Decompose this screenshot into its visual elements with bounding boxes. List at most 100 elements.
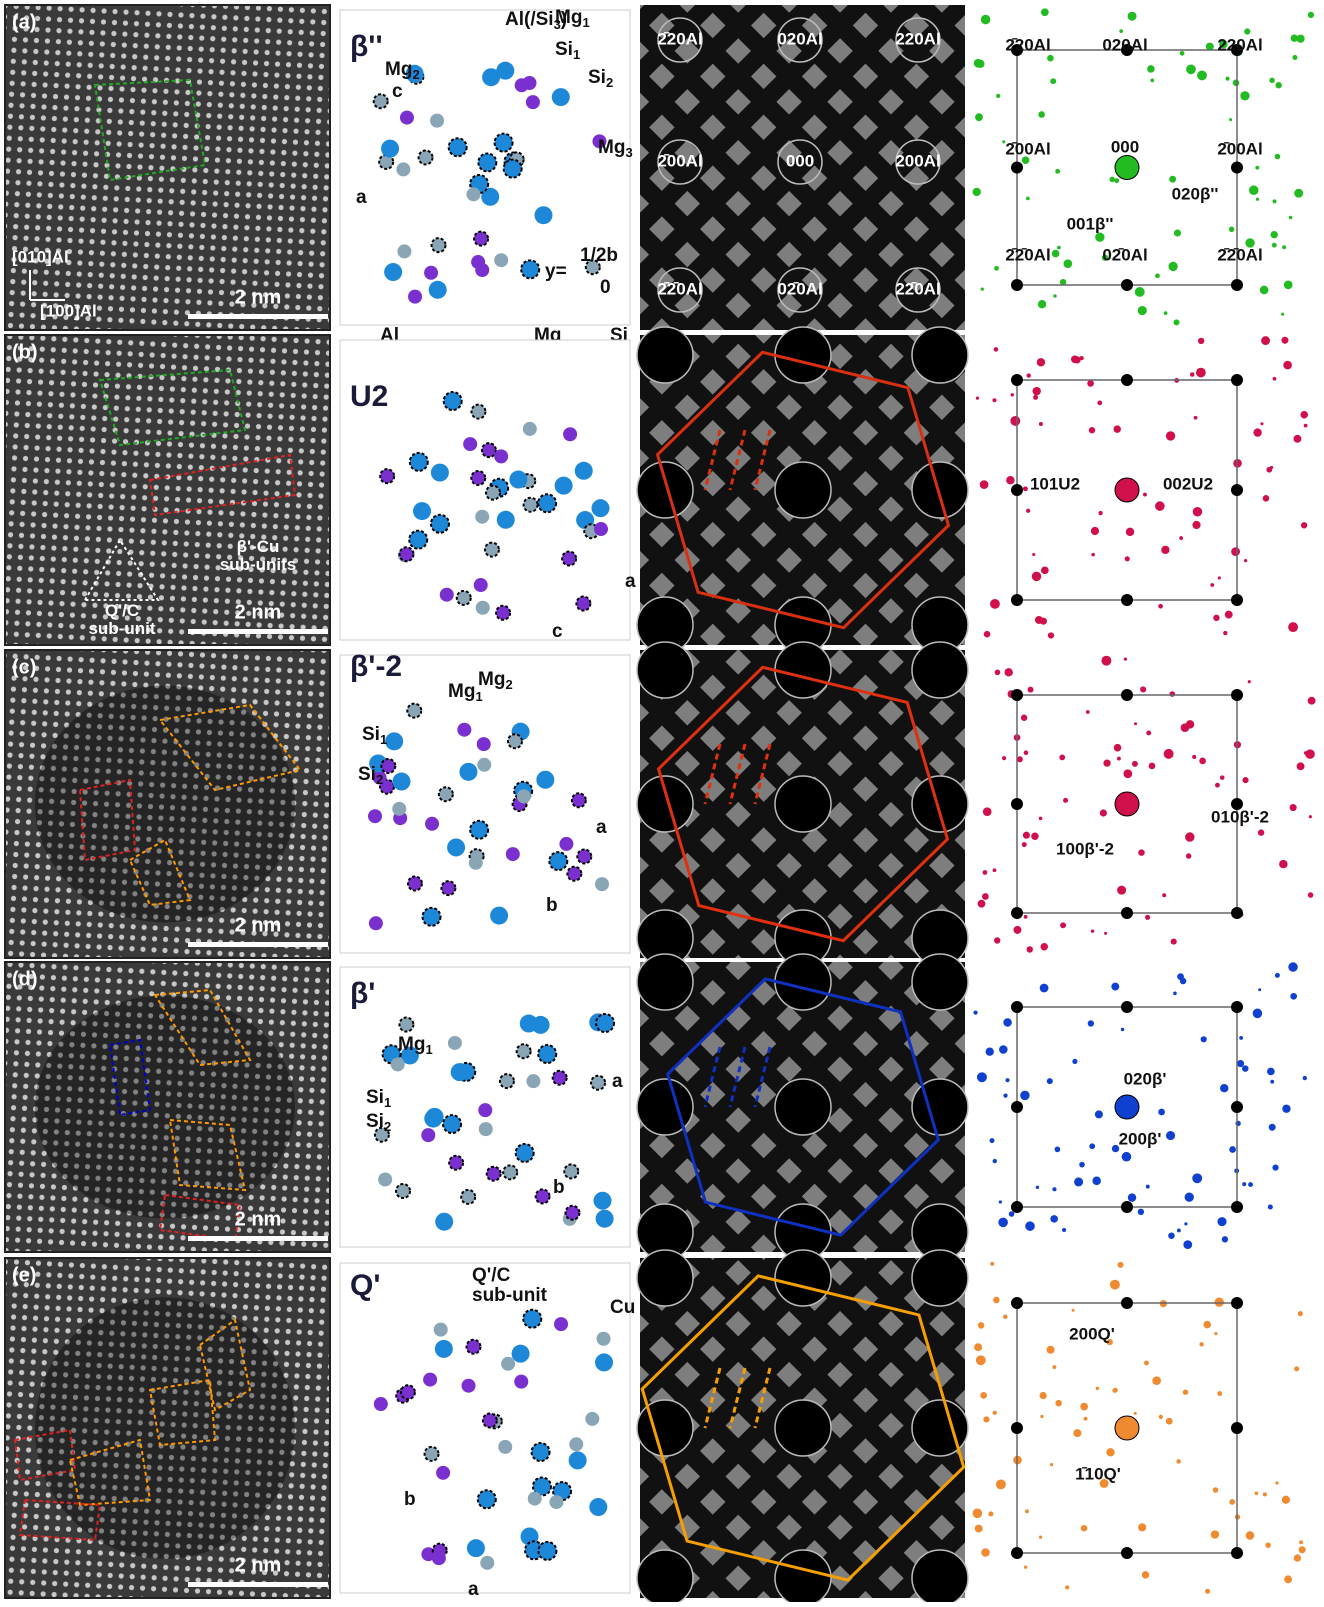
al-spot	[1231, 1422, 1243, 1434]
model-label-text: b	[553, 1177, 565, 1198]
atom	[381, 140, 399, 158]
diffraction-label: 001β''	[1067, 214, 1114, 233]
axis-label: [010]Al	[12, 247, 69, 266]
atom	[575, 462, 593, 480]
diffraction-spot	[1253, 428, 1261, 436]
atom	[400, 111, 414, 125]
diffraction-spot	[1117, 1262, 1123, 1268]
annotation-line: β'-Cu	[237, 537, 280, 556]
diffraction-spot	[990, 599, 1000, 609]
diffraction-spot	[1237, 1060, 1244, 1067]
atom	[385, 732, 403, 750]
diffraction-spot	[1205, 1589, 1210, 1594]
diffraction-spot	[1132, 761, 1138, 767]
diffraction-spot	[1290, 804, 1297, 811]
atom	[538, 1045, 556, 1063]
fft-spot	[775, 1400, 831, 1456]
diffraction-spot	[1197, 70, 1207, 80]
diffraction-spot	[1039, 817, 1043, 821]
atom	[471, 405, 485, 419]
diffraction-spot	[1021, 715, 1027, 721]
fft-label: 2̄00Al	[657, 151, 702, 170]
diffraction-spot	[1296, 35, 1304, 43]
diffraction-spot	[974, 1343, 982, 1351]
diffraction-spot	[1047, 55, 1054, 62]
atom	[523, 422, 537, 436]
diffraction-spot	[1300, 411, 1308, 419]
model-label-text: Si	[366, 1111, 384, 1132]
diffraction-spot	[1023, 486, 1028, 491]
diffraction-spot	[1173, 992, 1177, 996]
atom	[436, 1466, 450, 1480]
diffraction-spot	[982, 893, 989, 900]
diffraction-spot	[992, 398, 996, 402]
diffraction-spot	[1256, 198, 1259, 201]
atom	[562, 551, 576, 565]
diffraction-spot	[1074, 1177, 1083, 1186]
center-spot	[1115, 1416, 1139, 1440]
atom	[467, 187, 481, 201]
model-label-text: Q'/C	[472, 1265, 511, 1286]
center-spot	[1115, 792, 1139, 816]
al-spot	[1011, 279, 1023, 291]
fft-label: 22̄0Al	[895, 279, 940, 298]
diffraction-spot	[1229, 1499, 1235, 1505]
model-label-text: sub-unit	[472, 1285, 548, 1306]
scale-bar	[188, 629, 328, 634]
diffraction-spot	[1126, 528, 1134, 536]
fft-spot	[912, 642, 968, 698]
diffraction-label: 200Q'	[1069, 1324, 1115, 1343]
diffraction-spot	[1298, 1311, 1303, 1316]
al-spot	[1011, 798, 1023, 810]
scale-bar-label: 2 nm	[235, 914, 282, 936]
diffraction-spot	[1279, 860, 1287, 868]
model-label-text: b	[404, 1489, 416, 1510]
diffraction-spot	[1059, 755, 1065, 761]
model-label: c	[392, 81, 403, 102]
panel-label: (b)	[12, 341, 38, 363]
diffraction-spot	[1055, 1147, 1061, 1153]
al-spot	[1011, 1422, 1023, 1434]
al-spot	[1121, 1547, 1133, 1559]
diffraction-spot	[1294, 435, 1302, 443]
diffraction-spot	[1186, 853, 1192, 859]
diffraction-spot	[1255, 1491, 1259, 1495]
atom	[432, 1551, 446, 1565]
diffraction-spot	[1229, 1146, 1236, 1153]
diffraction-spot	[1260, 422, 1263, 425]
diffraction-spot	[1242, 777, 1248, 783]
diffraction-spot	[983, 870, 988, 875]
atom	[538, 1542, 556, 1560]
atom	[444, 392, 462, 410]
scale-bar-label: 2 nm	[235, 1208, 282, 1230]
diffraction-spot	[1089, 1143, 1095, 1149]
diffraction-spot	[993, 868, 997, 872]
diffraction-spot	[1091, 527, 1099, 535]
atom	[430, 114, 444, 128]
diffraction-spot	[1092, 1177, 1101, 1186]
atom	[474, 232, 488, 246]
diffraction-spot	[1040, 984, 1049, 993]
diffraction-spot	[1213, 1487, 1218, 1492]
diffraction-spot	[1134, 1412, 1137, 1415]
diffraction-spot	[981, 15, 991, 25]
atom	[501, 1357, 515, 1371]
axis-label: [100]Al	[40, 301, 97, 320]
diffraction-spot	[1143, 493, 1147, 497]
diffraction-spot	[993, 1411, 997, 1415]
model-label-text: a	[468, 1579, 479, 1600]
diffraction-spot	[1096, 1387, 1099, 1390]
diffraction-spot	[973, 188, 981, 196]
diffraction-spot	[1297, 762, 1305, 770]
diffraction-spot	[1050, 78, 1056, 84]
diffraction-spot	[1166, 1131, 1175, 1140]
atom	[449, 138, 467, 156]
diffraction-spot	[1229, 227, 1234, 232]
diffraction-spot	[1038, 111, 1045, 118]
model-label-text: Si	[358, 764, 376, 785]
diffraction-spot	[1155, 273, 1160, 278]
atom	[435, 1213, 453, 1231]
atom	[423, 1373, 437, 1387]
al-spot	[1011, 1201, 1023, 1213]
atom	[408, 290, 422, 304]
